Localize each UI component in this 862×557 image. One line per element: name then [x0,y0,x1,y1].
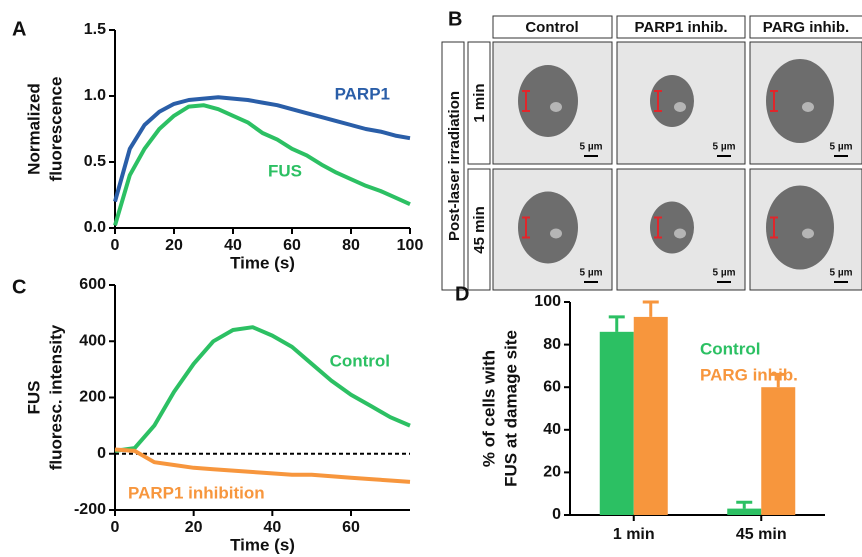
nucleus [766,59,834,143]
error-bar [608,315,625,332]
column-label: PARG inhib. [763,19,849,36]
group-box [441,41,465,291]
series-label: PARP1 [335,84,390,103]
row-box [467,168,491,291]
y-tick-label: 0.5 [84,153,106,170]
nucleolus [674,102,686,112]
nucleolus [802,102,814,112]
panel-letter: C [12,276,26,298]
scale-label: 5 µm [580,142,603,153]
x-tick-label: 0 [111,237,120,254]
x-tick-label: 20 [185,519,203,536]
series-line [114,325,411,453]
damage-marker [654,216,662,239]
y-tick-label: 20 [543,464,561,481]
x-axis-label: Time (s) [230,535,295,554]
nucleus [518,191,578,264]
series-line [114,447,411,484]
y-tick-label: 0 [97,445,106,462]
damage-marker [770,90,778,112]
nucleus [650,75,694,127]
panel-letter: D [455,283,469,305]
nucleolus [550,228,562,239]
y-tick-label: 600 [79,276,106,293]
bar [633,316,668,515]
bar [727,508,762,515]
y-tick-label: 40 [543,421,561,438]
x-tick-label: 45 min [736,526,787,543]
x-tick-label: 80 [342,237,360,254]
y-tick-label: 100 [534,293,561,310]
nucleus [650,201,694,254]
x-tick-label: 20 [165,237,183,254]
x-tick-label: 40 [263,519,281,536]
y-tick-label: 60 [543,378,561,395]
nucleus [766,185,834,270]
damage-marker [770,216,778,239]
y-tick-label: 0.0 [84,219,106,236]
panel-letter: A [12,18,26,40]
scale-label: 5 µm [713,268,736,279]
error-bar [642,300,659,317]
scale-label: 5 µm [713,142,736,153]
x-axis-label: Time (s) [230,253,295,272]
header-box [749,15,862,39]
y-tick-label: 1.5 [84,21,106,38]
header-box [492,15,613,39]
column-label: Control [525,19,578,36]
nucleolus [550,102,562,112]
legend-entry: PARG inhib. [700,365,798,384]
damage-marker [522,216,530,239]
x-tick-label: 60 [283,237,301,254]
panel-b: B Control PARP1 inhib. PARG inhib. Post-… [441,8,862,291]
x-tick-label: 0 [111,519,120,536]
y-axis-label: fluoresc. intensity [46,324,65,470]
y-axis-label: FUS [24,381,43,415]
scale-label: 5 µm [830,142,853,153]
y-tick-label: -200 [74,501,106,518]
bar [761,387,796,515]
column-label: PARP1 inhib. [634,19,727,36]
damage-marker [522,90,530,112]
legend-entry: Control [700,339,760,358]
row-label: 45 min [471,206,488,254]
y-tick-label: 0 [552,506,561,523]
x-tick-label: 100 [397,237,424,254]
nucleolus [802,228,814,239]
x-tick-label: 60 [342,519,360,536]
damage-marker [654,90,662,112]
y-axis-label: fluorescence [46,77,65,182]
y-axis-label: FUS at damage site [501,330,520,487]
y-tick-label: 80 [543,336,561,353]
panel-letter: B [448,8,462,30]
micrographs: 5 µm 5 µm 5 µm 5 µm 5 µm 5 µm [492,41,862,291]
scale-label: 5 µm [580,268,603,279]
series-label: FUS [268,161,302,180]
x-tick-label: 1 min [613,526,655,543]
nucleus [518,65,578,137]
y-tick-label: 200 [79,389,106,406]
nucleolus [674,228,686,239]
series-label: PARP1 inhibition [128,483,265,502]
scale-label: 5 µm [830,268,853,279]
series-line [113,103,411,226]
header-box [616,15,746,39]
y-tick-label: 1.0 [84,87,106,104]
y-axis-label: % of cells with [479,350,498,467]
error-bar [736,500,753,509]
group-label: Post-laser irradiation [446,91,463,241]
row-label: 1 min [471,83,488,122]
row-box [467,41,491,165]
x-tick-label: 40 [224,237,242,254]
series-line [113,95,411,203]
y-axis-label: Normalized [24,83,43,175]
series-label: Control [330,351,390,370]
error-bar [770,372,787,388]
y-tick-label: 400 [79,332,106,349]
bar [599,331,634,515]
